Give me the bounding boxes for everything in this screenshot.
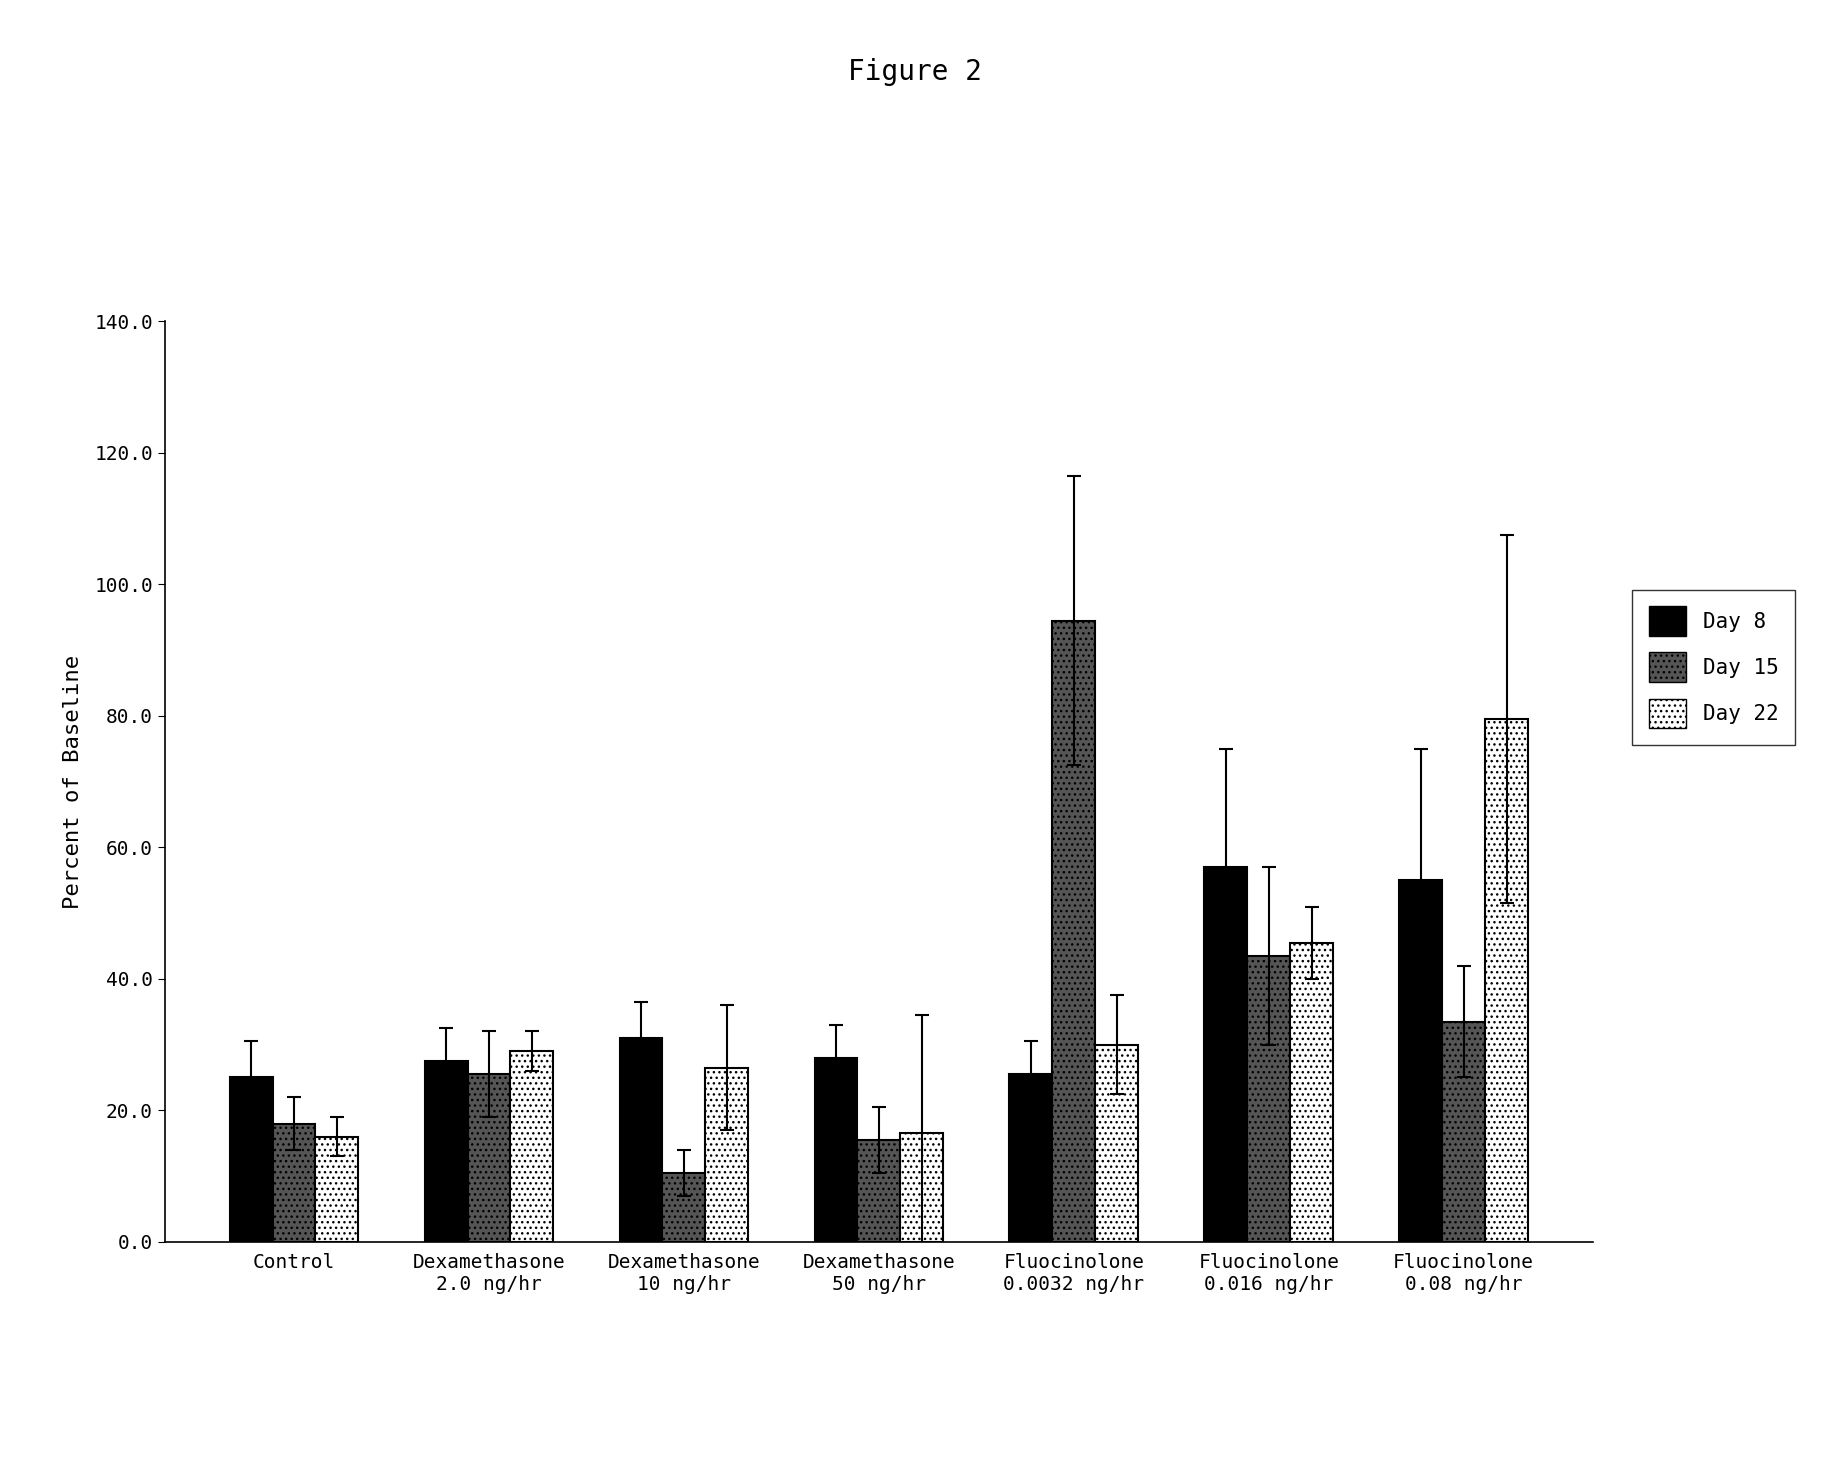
Bar bbox=[229, 1078, 273, 1242]
Text: Figure 2: Figure 2 bbox=[847, 58, 983, 86]
Y-axis label: Percent of Baseline: Percent of Baseline bbox=[62, 655, 82, 909]
Bar bbox=[315, 1137, 359, 1242]
Legend: Day 8, Day 15, Day 22: Day 8, Day 15, Day 22 bbox=[1631, 590, 1793, 745]
Bar bbox=[1008, 1074, 1052, 1242]
Bar bbox=[1442, 1021, 1484, 1242]
Bar bbox=[662, 1173, 705, 1242]
Bar bbox=[1246, 955, 1290, 1242]
Bar bbox=[856, 1140, 900, 1242]
Bar bbox=[425, 1061, 467, 1242]
Bar bbox=[900, 1134, 942, 1242]
Bar bbox=[705, 1068, 748, 1242]
Bar bbox=[1484, 719, 1528, 1242]
Bar bbox=[1290, 942, 1332, 1242]
Bar bbox=[814, 1058, 856, 1242]
Bar bbox=[1204, 868, 1246, 1242]
Bar bbox=[1398, 880, 1442, 1242]
Bar bbox=[273, 1124, 315, 1242]
Bar bbox=[467, 1074, 511, 1242]
Bar bbox=[511, 1052, 553, 1242]
Bar bbox=[1052, 621, 1094, 1242]
Bar bbox=[619, 1037, 662, 1242]
Bar bbox=[1094, 1045, 1138, 1242]
